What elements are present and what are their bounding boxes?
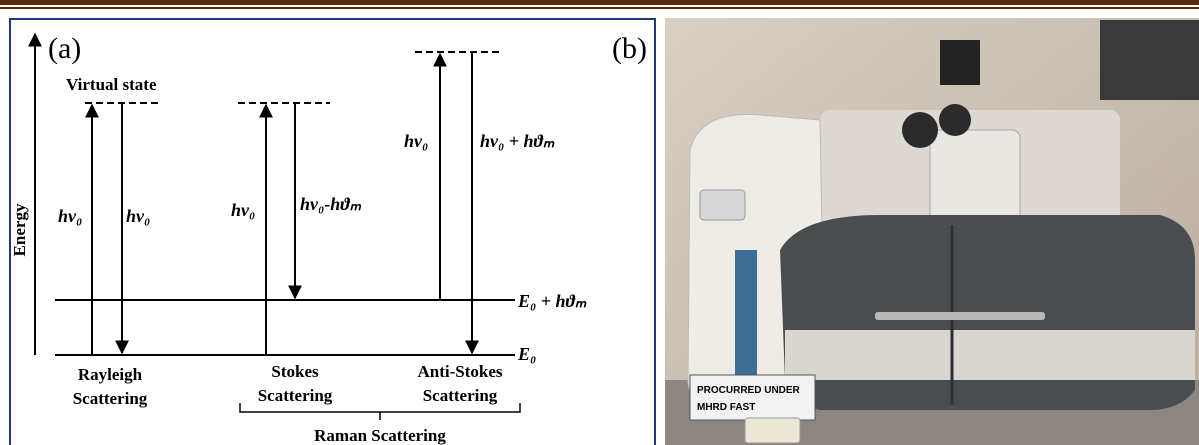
- eyepiece: [902, 112, 938, 148]
- transition-label: hν₀: [58, 206, 82, 226]
- group-label: Raman Scattering: [314, 426, 446, 445]
- process-label: Scattering: [423, 386, 498, 405]
- process-label: Rayleigh: [78, 365, 143, 384]
- process-label: Stokes: [271, 362, 319, 381]
- transition-label: hν₀ + hϑₘ: [480, 131, 555, 151]
- lid-band: [785, 330, 1195, 380]
- process-label: Scattering: [258, 386, 333, 405]
- monitor: [1100, 20, 1199, 100]
- control-panel: [700, 190, 745, 220]
- level-label: E₀: [517, 344, 536, 364]
- sign-card: [690, 375, 815, 420]
- transition-label: hν₀: [231, 200, 255, 220]
- handle: [875, 312, 1045, 320]
- sign-text: PROCURRED UNDER: [697, 385, 801, 396]
- side-stripe: [735, 250, 757, 390]
- figure: (a) Energy Virtual state hν₀ hν₀ hν₀ hν₀…: [0, 0, 1199, 445]
- top-rule-thin: [0, 7, 1199, 9]
- panel-label: (b): [612, 32, 647, 65]
- eyepiece: [939, 104, 971, 136]
- panel-label: (a): [48, 32, 81, 65]
- transition-label: hν₀-hϑₘ: [300, 194, 362, 214]
- instrument-photo: PROCURRED UNDER MHRD FAST: [665, 18, 1199, 445]
- transition-label: hν₀: [126, 206, 150, 226]
- sign-text: MHRD FAST: [697, 402, 755, 413]
- remote: [745, 418, 800, 443]
- camera: [940, 40, 980, 85]
- axis-label: Energy: [10, 203, 29, 256]
- transition-label: hν₀: [404, 131, 428, 151]
- process-label: Scattering: [73, 389, 148, 408]
- top-rule: [0, 0, 1199, 5]
- virtual-state-label: Virtual state: [66, 75, 157, 94]
- process-label: Anti-Stokes: [417, 362, 502, 381]
- level-label: E₀ + hϑₘ: [517, 291, 587, 311]
